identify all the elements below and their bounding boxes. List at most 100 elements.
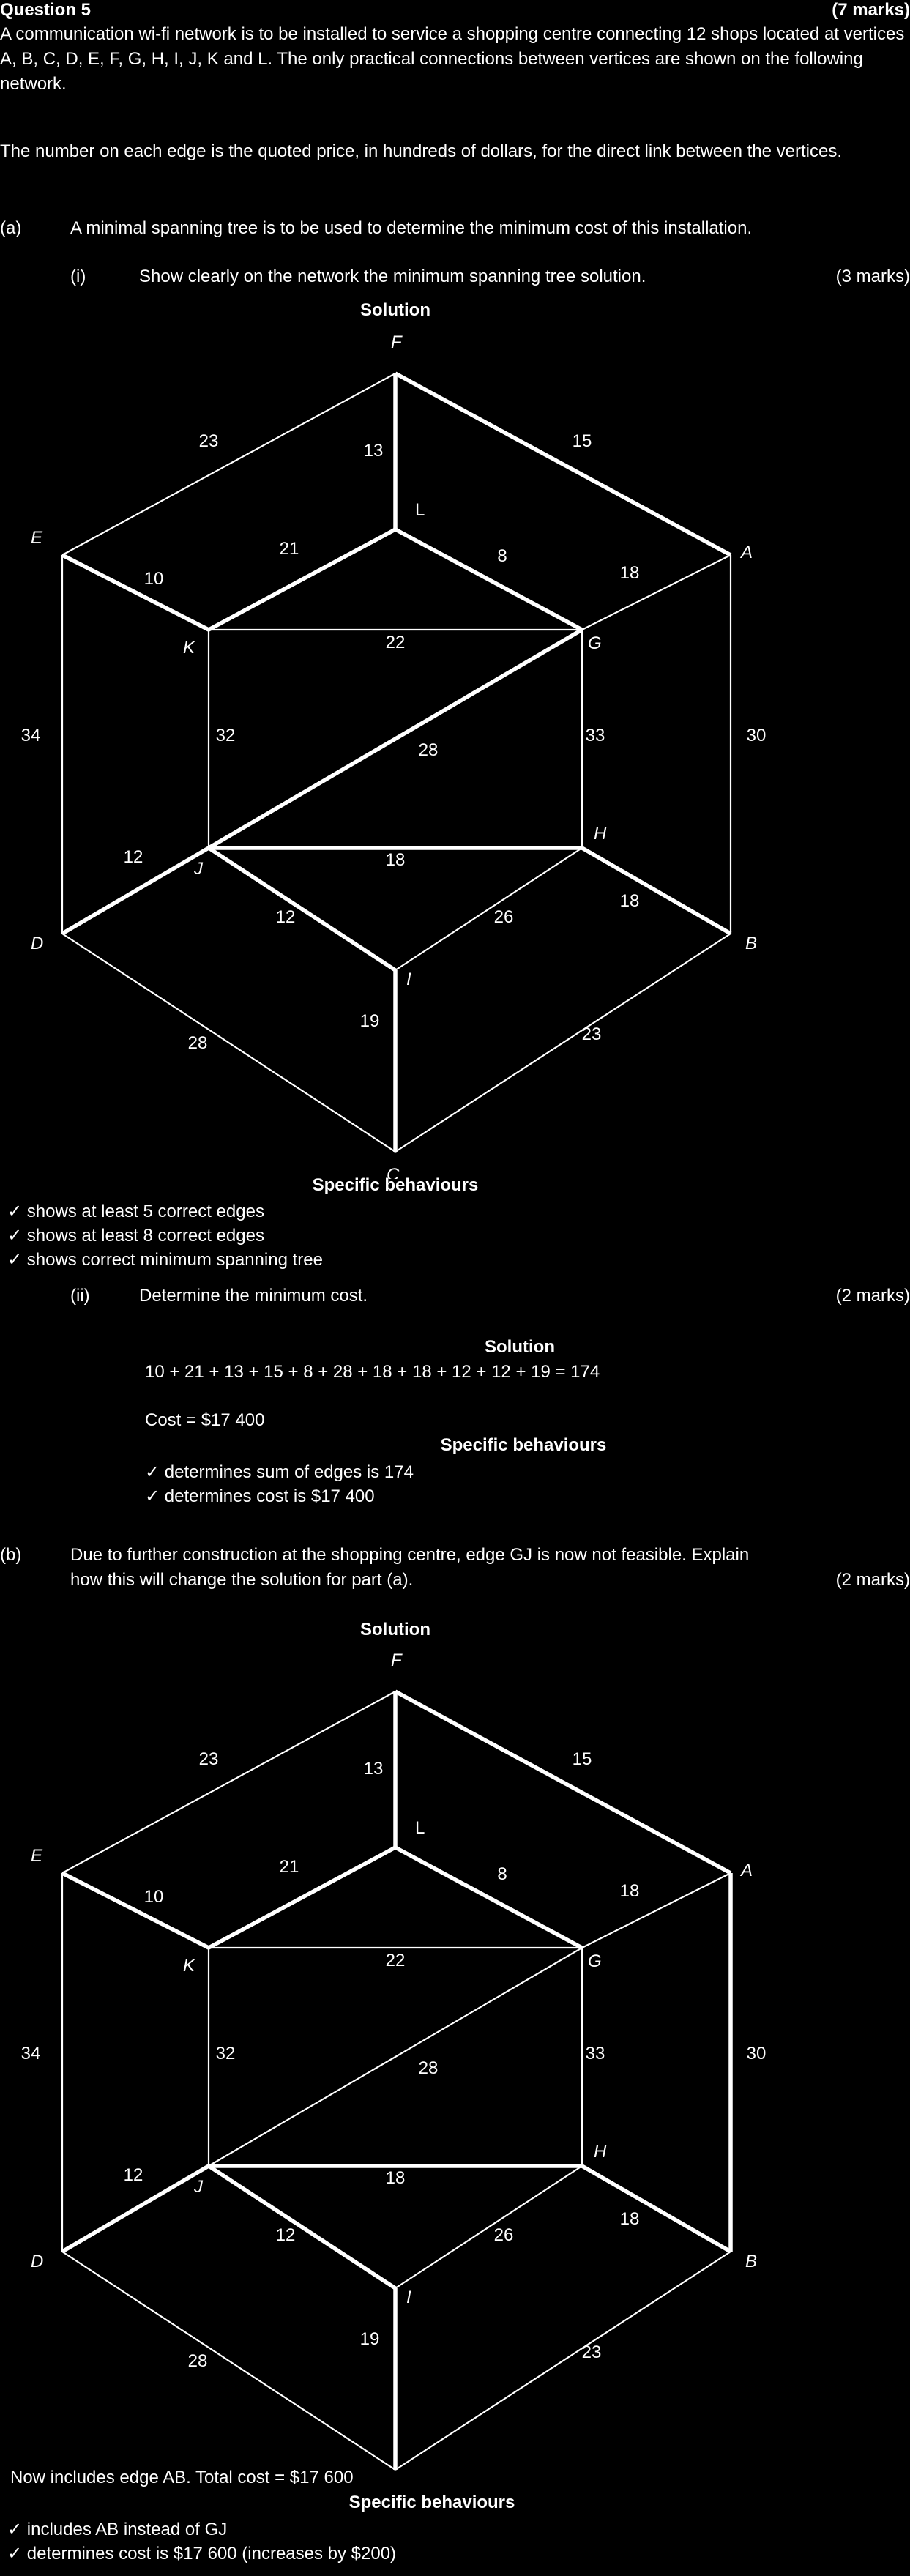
vertex-label-d: D xyxy=(31,934,43,953)
behaviour-item: ✓ determines sum of edges is 174 xyxy=(145,1462,414,1482)
edge-weight-label: 13 xyxy=(364,1759,384,1779)
vertex-label-a: A xyxy=(739,1861,753,1880)
edge-weight-label: 33 xyxy=(586,2044,605,2063)
part-a-ii-cost: Cost = $17 400 xyxy=(145,1410,265,1430)
edge-lk xyxy=(207,527,397,632)
edge-weight-label: 18 xyxy=(620,2209,640,2229)
behaviour-item: ✓ determines cost is $17 600 (increases … xyxy=(7,2544,397,2564)
edge-ih xyxy=(395,847,583,971)
edge-weight-label: 26 xyxy=(494,907,514,927)
part-b-label: (b) xyxy=(0,1545,22,1565)
edge-weight-label: 23 xyxy=(199,1749,219,1769)
vertex-label-b: B xyxy=(745,934,757,953)
vertex-label-i: I xyxy=(406,2287,411,2307)
edge-dc xyxy=(61,2251,396,2471)
vertex-label-f: F xyxy=(391,332,403,352)
edge-weight-label: 10 xyxy=(144,569,164,589)
edge-ji xyxy=(207,846,397,972)
edge-weight-label: 19 xyxy=(360,1011,380,1031)
part-a-ii-label: (ii) xyxy=(70,1286,90,1306)
part-a-i-behaviours-title: Specific behaviours xyxy=(312,1175,479,1195)
edge-weight-label: 34 xyxy=(21,2044,41,2063)
edge-weight-label: 8 xyxy=(497,1864,507,1884)
edge-weight-label: 22 xyxy=(386,633,406,652)
edge-weight-label: 28 xyxy=(419,740,439,760)
edge-gj xyxy=(208,1947,583,2167)
edge-weight-label: 26 xyxy=(494,2225,514,2245)
edge-hb xyxy=(581,846,732,936)
part-b-solution-caption: Solution xyxy=(360,1620,430,1639)
edge-weight-label: 32 xyxy=(216,2044,236,2063)
network-diagram-a: 23 15 13 10 21 8 18 22 34 32 28 33 30 12 18 12 26 18 28 19 2… xyxy=(21,332,767,1179)
edge-weight-label: 28 xyxy=(188,1033,208,1053)
behaviour-item: ✓ includes AB instead of GJ xyxy=(7,2520,228,2539)
part-a-ii-behaviours-title: Specific behaviours xyxy=(440,1435,607,1455)
edge-weight-label: 23 xyxy=(582,1024,602,1044)
vertex-label-c: C xyxy=(387,1165,400,1179)
edge-fe xyxy=(61,373,396,556)
edge-weight-label: 21 xyxy=(280,539,299,559)
edge-fa xyxy=(394,371,732,557)
vertex-label-l: L xyxy=(415,500,425,520)
edge-dj xyxy=(61,2164,210,2254)
edge-lg xyxy=(394,1845,583,1950)
part-b-answer: Now includes edge AB. Total cost = $17 6… xyxy=(10,2468,354,2487)
question-marks: (7 marks) xyxy=(832,0,910,20)
edge-weight-label: 33 xyxy=(586,726,605,745)
edge-weight-label: 19 xyxy=(360,2329,380,2349)
edge-weight-label: 18 xyxy=(386,850,406,870)
edge-ih xyxy=(395,2165,583,2289)
edge-weight-label: 32 xyxy=(216,726,236,745)
intro-paragraph-1: A communication wi-fi network is to be i… xyxy=(0,24,905,94)
edge-lg xyxy=(394,527,583,632)
edge-weight-label: 18 xyxy=(620,891,640,911)
vertex-label-i: I xyxy=(406,969,411,989)
part-a-ii-text: Determine the minimum cost. xyxy=(139,1286,368,1306)
edge-weight-label: 34 xyxy=(21,726,41,745)
edge-weight-label: 10 xyxy=(144,1887,164,1907)
edge-weight-label: 18 xyxy=(620,563,640,583)
intro-paragraph-2: The number on each edge is the quoted pr… xyxy=(0,141,843,161)
part-b-behaviours-title: Specific behaviours xyxy=(348,2493,515,2512)
edge-weight-label: 23 xyxy=(199,431,219,451)
part-a-label: (a) xyxy=(0,218,22,238)
edge-weight-label: 12 xyxy=(276,2225,296,2245)
part-a-i-marks: (3 marks) xyxy=(835,267,910,286)
behaviour-item: ✓ determines cost is $17 400 xyxy=(145,1486,375,1506)
behaviour-item: ✓ shows at least 5 correct edges xyxy=(7,1202,264,1221)
edge-weight-label: 30 xyxy=(747,2044,767,2063)
edge-weight-label: 18 xyxy=(620,1881,640,1901)
edge-weight-label: 8 xyxy=(497,546,507,566)
edge-ag xyxy=(581,1872,731,1948)
edge-gj xyxy=(207,628,583,850)
edge-weight-label: 18 xyxy=(386,2168,406,2188)
edge-lk xyxy=(207,1845,397,1950)
part-a-ii-marks: (2 marks) xyxy=(835,1286,910,1306)
edge-weight-label: 15 xyxy=(573,1749,592,1769)
behaviour-item: ✓ shows correct minimum spanning tree xyxy=(7,1250,323,1270)
part-a-i-behaviours-list: ✓ shows at least 5 correct edges ✓ shows… xyxy=(7,1199,323,1272)
vertex-label-k: K xyxy=(183,638,195,658)
edge-weight-label: 21 xyxy=(280,1857,299,1877)
part-b-text-2: how this will change the solution for pa… xyxy=(70,1570,414,1590)
edge-fe xyxy=(61,1691,396,1874)
edge-ek xyxy=(61,553,210,632)
edge-ek xyxy=(61,1871,210,1950)
edge-hb xyxy=(581,2164,732,2254)
vertex-label-j: J xyxy=(193,2177,204,2197)
vertex-label-d: D xyxy=(31,2252,43,2271)
question-title: Question 5 xyxy=(0,0,92,20)
edge-dc xyxy=(61,933,396,1153)
part-a-ii-sum: 10 + 21 + 13 + 15 + 8 + 28 + 18 + 18 + 1… xyxy=(145,1362,600,1382)
vertex-label-l: L xyxy=(415,1818,425,1838)
edge-weight-label: 28 xyxy=(188,2351,208,2371)
behaviour-item: ✓ shows at least 8 correct edges xyxy=(7,1226,264,1246)
vertex-label-h: H xyxy=(594,824,607,844)
part-a-i-label: (i) xyxy=(70,267,86,286)
part-b-marks: (2 marks) xyxy=(835,1570,910,1590)
edge-weight-label: 12 xyxy=(124,2165,143,2185)
vertex-label-b: B xyxy=(745,2252,757,2271)
edge-weight-label: 30 xyxy=(747,726,767,745)
vertex-label-e: E xyxy=(31,528,43,548)
part-a-text: A minimal spanning tree is to be used to… xyxy=(70,218,753,238)
